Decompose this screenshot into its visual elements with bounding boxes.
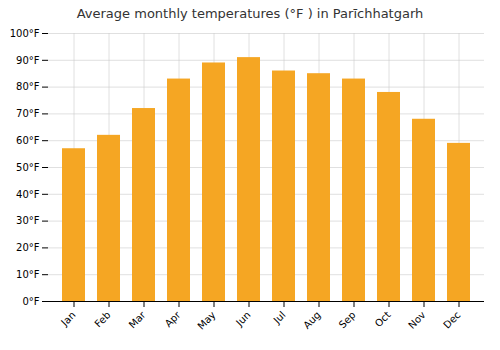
svg-text:May: May (195, 309, 217, 331)
svg-text:Jan: Jan (58, 309, 77, 328)
svg-text:20°F: 20°F (16, 242, 40, 253)
svg-text:Dec: Dec (441, 309, 462, 330)
svg-text:Mar: Mar (127, 309, 149, 331)
svg-text:60°F: 60°F (16, 135, 40, 146)
svg-text:0°F: 0°F (22, 296, 39, 307)
svg-text:40°F: 40°F (16, 189, 40, 200)
svg-text:50°F: 50°F (16, 162, 40, 173)
svg-text:Feb: Feb (92, 309, 112, 329)
svg-text:Jun: Jun (233, 309, 253, 329)
svg-text:Oct: Oct (373, 309, 393, 329)
svg-text:80°F: 80°F (16, 81, 40, 92)
svg-text:Aug: Aug (301, 309, 323, 331)
svg-text:Apr: Apr (163, 309, 184, 330)
svg-text:30°F: 30°F (16, 215, 40, 226)
svg-text:Nov: Nov (406, 309, 428, 331)
svg-text:90°F: 90°F (16, 55, 40, 66)
html-text:Average monthly temperatures (: Average monthly temperatures (°F ) in Pa… (76, 6, 424, 21)
svg-text:Sep: Sep (337, 309, 358, 330)
svg-text:70°F: 70°F (16, 108, 40, 119)
svg-text:Jul: Jul (271, 309, 288, 326)
svg-text:10°F: 10°F (16, 269, 40, 280)
svg-text:100°F: 100°F (10, 28, 40, 39)
